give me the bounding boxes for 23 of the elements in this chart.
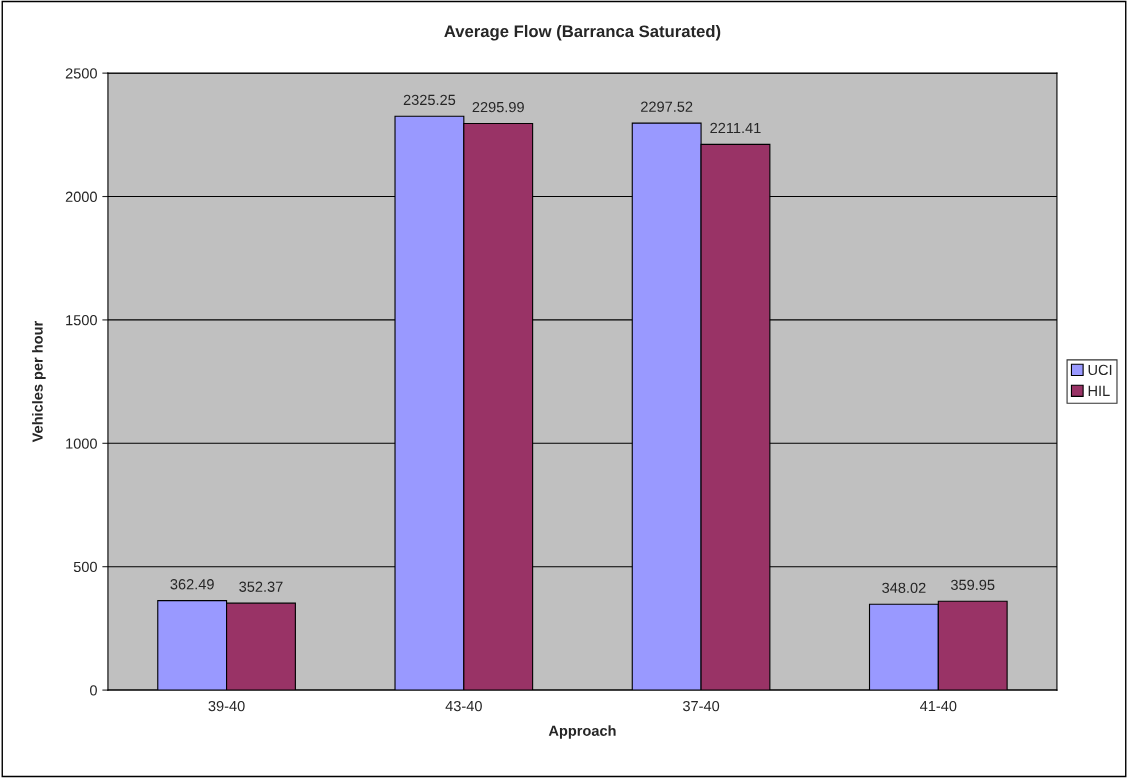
y-tick-label: 1500 [66, 315, 97, 326]
chart-title: Average Flow (Barranca Saturated) [444, 24, 721, 41]
x-axis-title: Approach [548, 725, 616, 739]
x-tick-label: 39-40 [208, 700, 245, 712]
data-label: 2325.25 [403, 94, 456, 106]
y-axis-title: Vehicles per hour [32, 321, 46, 443]
data-label: 352.37 [239, 581, 283, 592]
data-label: 362.49 [170, 579, 214, 590]
x-tick-label: 41-40 [920, 700, 957, 712]
data-label: 2295.99 [472, 101, 524, 113]
legend-label: UCI [1088, 364, 1112, 376]
legend-label: HIL [1088, 385, 1110, 396]
x-tick-label: 43-40 [445, 700, 482, 712]
y-tick-label: 500 [73, 561, 97, 573]
y-tick-label: 2500 [65, 68, 97, 79]
data-label: 348.02 [882, 582, 926, 593]
data-label: 2297.52 [641, 101, 693, 112]
data-label: 2211.41 [710, 122, 761, 133]
y-tick-label: 2000 [65, 191, 97, 202]
x-tick-label: 37-40 [682, 700, 720, 712]
y-tick-label: 1000 [66, 438, 97, 449]
data-label: 359.95 [950, 579, 995, 591]
y-tick-label: 0 [89, 685, 97, 696]
